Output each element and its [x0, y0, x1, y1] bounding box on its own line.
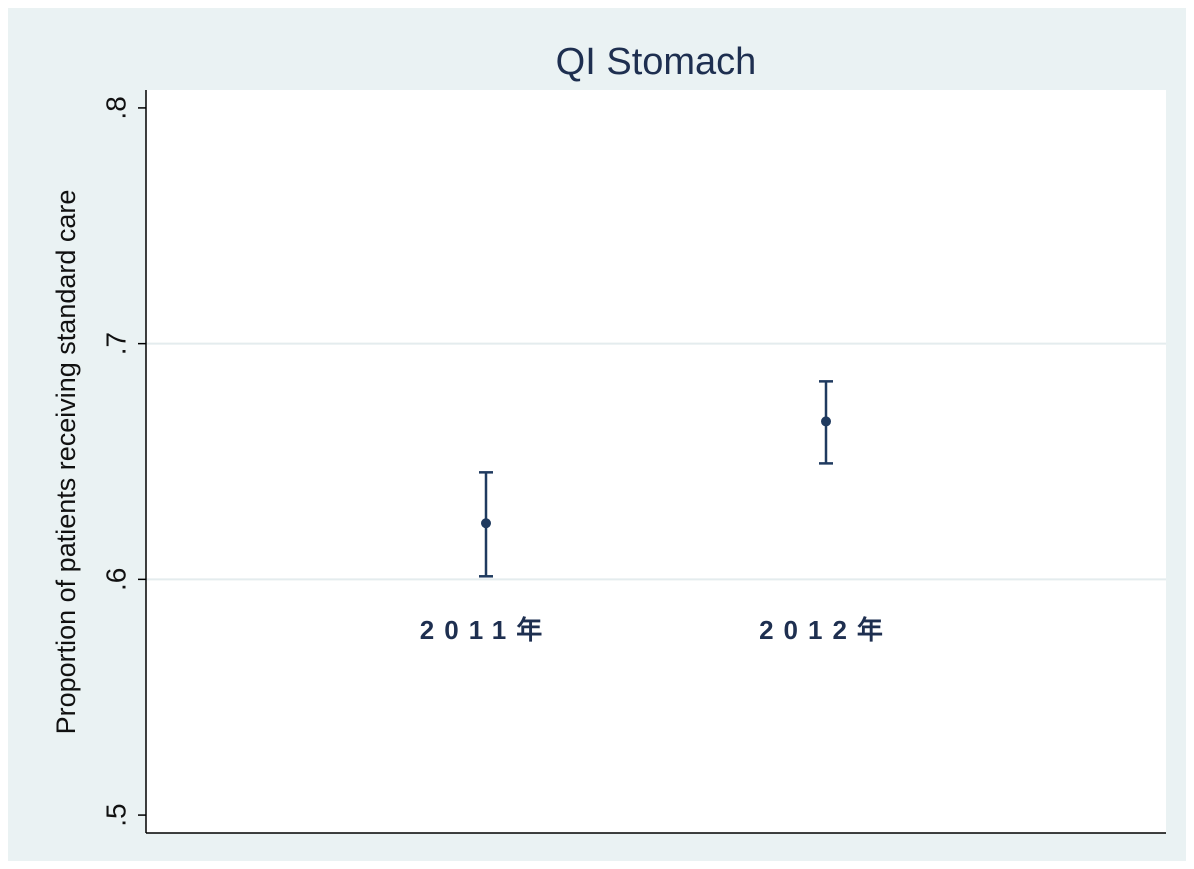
point [821, 416, 831, 427]
chart-title: QI Stomach [556, 41, 757, 83]
y-tick-label: .6 [100, 568, 131, 591]
category-label: 2011年 [420, 615, 552, 645]
y-axis-label: Proportion of patients receiving standar… [51, 190, 81, 735]
y-tick-label: .8 [100, 96, 131, 119]
y-tick-label: .7 [100, 332, 131, 355]
y-tick-label: .5 [100, 803, 131, 826]
grid [146, 342, 1166, 581]
plot-area [146, 90, 1166, 833]
point [481, 518, 491, 529]
category-label: 2012年 [759, 615, 893, 645]
